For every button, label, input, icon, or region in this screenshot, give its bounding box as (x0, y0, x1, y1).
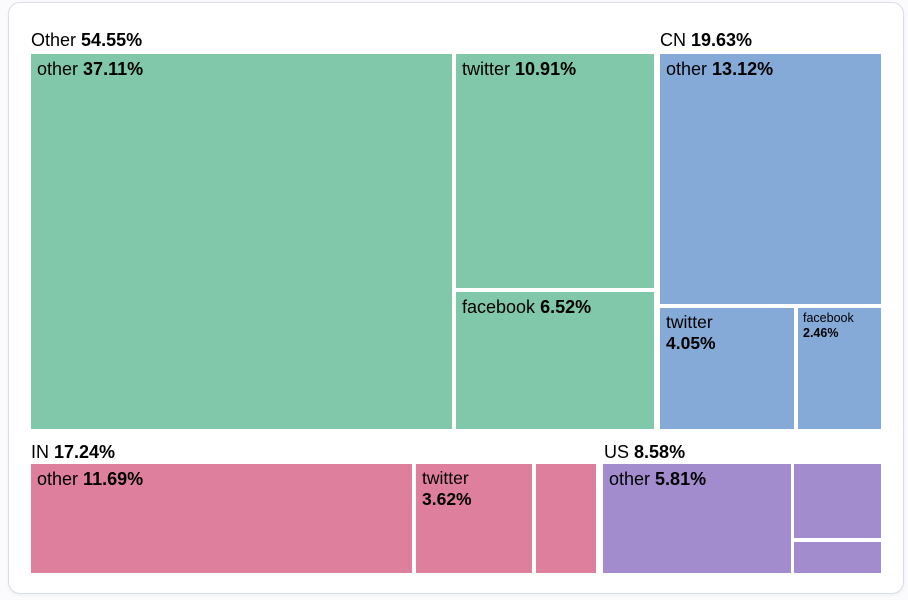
treemap-cell-other-other[interactable]: other 37.11% (31, 54, 452, 429)
chart-card: Other 54.55% CN 19.63% IN 17.24% US 8.58… (8, 2, 904, 594)
cell-label: twitter (422, 468, 469, 488)
cell-label: other (609, 469, 651, 489)
cell-label: other (37, 59, 79, 79)
cell-label: facebook (803, 311, 854, 325)
cell-label: twitter (666, 312, 713, 332)
treemap-cell-in-unlabeled[interactable] (536, 464, 596, 573)
cell-value: 4.05% (666, 333, 716, 353)
cell-value: 13.12% (712, 59, 774, 79)
group-header-in: IN 17.24% (31, 441, 115, 463)
group-header-cn: CN 19.63% (660, 29, 752, 51)
treemap-cell-us-unlabeled-1[interactable] (794, 464, 881, 538)
treemap-cell-us-other[interactable]: other 5.81% (603, 464, 791, 573)
treemap-chart: Other 54.55% CN 19.63% IN 17.24% US 8.58… (31, 29, 883, 575)
group-value: 19.63% (691, 30, 753, 50)
treemap-cell-cn-facebook[interactable]: facebook 2.46% (798, 308, 881, 429)
cell-value: 6.52% (540, 297, 592, 317)
treemap-cell-other-twitter[interactable]: twitter 10.91% (456, 54, 654, 288)
group-label: US (604, 442, 630, 462)
cell-value: 11.69% (83, 469, 144, 489)
group-label: IN (31, 442, 49, 462)
treemap-cell-us-unlabeled-2[interactable] (794, 542, 881, 573)
group-header-other: Other 54.55% (31, 29, 142, 51)
group-value: 17.24% (54, 442, 116, 462)
group-label: Other (31, 30, 77, 50)
cell-value: 3.62% (422, 489, 472, 509)
group-value: 54.55% (81, 30, 143, 50)
treemap-cell-in-twitter[interactable]: twitter 3.62% (416, 464, 532, 573)
cell-value: 5.81% (655, 469, 707, 489)
cell-label: other (666, 59, 708, 79)
cell-label: facebook (462, 297, 536, 317)
cell-label: twitter (462, 59, 511, 79)
cell-value: 2.46% (803, 326, 839, 340)
group-label: CN (660, 30, 686, 50)
treemap-cell-in-other[interactable]: other 11.69% (31, 464, 412, 573)
cell-label: other (37, 469, 79, 489)
group-value: 8.58% (634, 442, 686, 462)
cell-value: 10.91% (515, 59, 577, 79)
treemap-cell-other-facebook[interactable]: facebook 6.52% (456, 292, 654, 429)
treemap-cell-cn-other[interactable]: other 13.12% (660, 54, 881, 304)
group-header-us: US 8.58% (604, 441, 685, 463)
cell-value: 37.11% (83, 59, 144, 79)
treemap-cell-cn-twitter[interactable]: twitter 4.05% (660, 308, 794, 429)
